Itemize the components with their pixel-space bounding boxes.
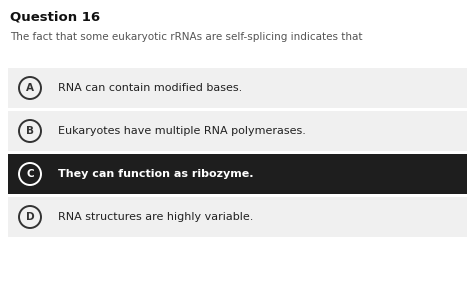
Text: RNA can contain modified bases.: RNA can contain modified bases. xyxy=(58,83,242,93)
Text: A: A xyxy=(26,83,34,93)
Circle shape xyxy=(19,120,41,142)
FancyBboxPatch shape xyxy=(8,111,467,151)
Text: Question 16: Question 16 xyxy=(10,10,100,23)
Text: C: C xyxy=(26,169,34,179)
FancyBboxPatch shape xyxy=(8,197,467,237)
Circle shape xyxy=(19,163,41,185)
Text: D: D xyxy=(26,212,34,222)
Text: RNA structures are highly variable.: RNA structures are highly variable. xyxy=(58,212,253,222)
Circle shape xyxy=(19,77,41,99)
Text: The fact that some eukaryotic rRNAs are self-splicing indicates that: The fact that some eukaryotic rRNAs are … xyxy=(10,32,362,42)
FancyBboxPatch shape xyxy=(8,68,467,108)
Text: B: B xyxy=(26,126,34,136)
FancyBboxPatch shape xyxy=(8,154,467,194)
Circle shape xyxy=(19,206,41,228)
Text: Eukaryotes have multiple RNA polymerases.: Eukaryotes have multiple RNA polymerases… xyxy=(58,126,306,136)
Text: They can function as ribozyme.: They can function as ribozyme. xyxy=(58,169,254,179)
